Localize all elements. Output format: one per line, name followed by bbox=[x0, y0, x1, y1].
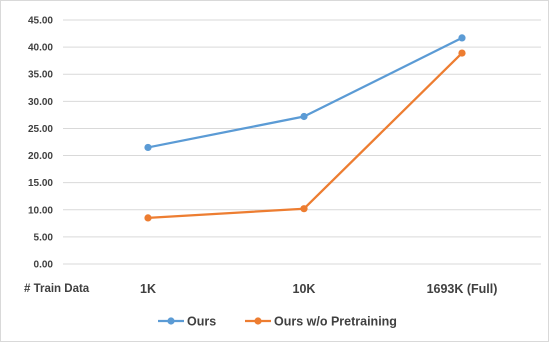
data-point bbox=[300, 205, 308, 213]
series-line bbox=[147, 36, 463, 149]
data-point bbox=[458, 34, 466, 42]
x-tick-label: 10K bbox=[293, 282, 316, 296]
y-tick-label: 10.00 bbox=[28, 205, 53, 216]
legend: Ours Ours w/o Pretraining bbox=[158, 315, 397, 329]
series-2 bbox=[144, 49, 466, 222]
legend-label: Ours bbox=[187, 315, 216, 329]
y-tick-label: 35.00 bbox=[28, 70, 53, 81]
legend-marker bbox=[167, 317, 175, 325]
data-point bbox=[144, 143, 152, 152]
legend-label: Ours w/o Pretraining bbox=[274, 315, 397, 329]
legend-item: Ours bbox=[158, 315, 216, 329]
data-point bbox=[458, 49, 466, 57]
y-tick-label: 45.00 bbox=[28, 16, 53, 27]
x-axis-tick-labels: 1K 10K 1693K (Full) bbox=[140, 282, 497, 296]
y-tick-label: 5.00 bbox=[34, 232, 54, 243]
line-chart: 0.00 5.00 10.00 15.00 20.00 25.00 30.00 35.00 40… bbox=[24, 16, 541, 329]
y-tick-label: 25.00 bbox=[28, 124, 53, 135]
data-point bbox=[144, 214, 152, 222]
y-tick-label: 30.00 bbox=[28, 97, 53, 108]
y-tick-label: 0.00 bbox=[34, 260, 54, 271]
y-tick-label: 40.00 bbox=[28, 43, 53, 54]
series bbox=[144, 34, 466, 222]
y-axis-tick-labels: 0.00 5.00 10.00 15.00 20.00 25.00 30.00 35.00 40… bbox=[28, 16, 53, 271]
data-point bbox=[300, 112, 308, 121]
gridlines bbox=[63, 19, 541, 265]
y-tick-label: 15.00 bbox=[28, 178, 53, 189]
series-line bbox=[147, 52, 463, 220]
x-tick-label: 1K bbox=[140, 282, 156, 296]
y-tick-label: 20.00 bbox=[28, 151, 53, 162]
x-axis-label: # Train Data bbox=[24, 283, 90, 295]
series-1 bbox=[144, 34, 466, 152]
legend-marker bbox=[254, 317, 262, 325]
legend-item: Ours w/o Pretraining bbox=[245, 315, 397, 329]
x-tick-label: 1693K (Full) bbox=[427, 282, 498, 296]
